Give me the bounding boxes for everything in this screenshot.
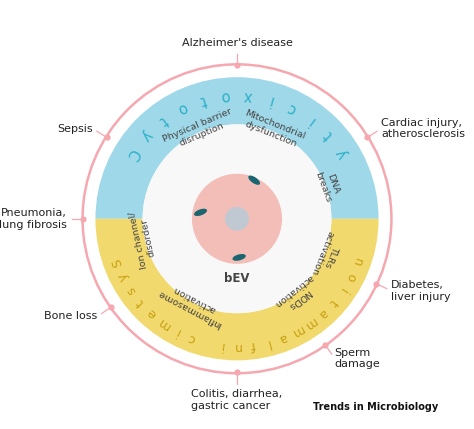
Text: i: i	[266, 92, 274, 108]
Text: m: m	[155, 314, 173, 332]
Text: NODs
activation: NODs activation	[272, 273, 321, 317]
Text: t: t	[199, 92, 208, 108]
Text: DNA
breaks: DNA breaks	[313, 167, 342, 204]
Text: t: t	[327, 296, 339, 308]
Text: S: S	[110, 257, 125, 268]
Text: TLRs
activation: TLRs activation	[309, 230, 344, 281]
Text: Alzheimer's disease: Alzheimer's disease	[182, 39, 292, 48]
Text: C: C	[123, 145, 141, 162]
Text: e: e	[145, 306, 159, 321]
Text: Inflammasome
activation: Inflammasome activation	[156, 279, 228, 329]
Text: l: l	[264, 335, 271, 349]
Text: t: t	[156, 112, 170, 128]
Text: Mitochondrial
dysfunction: Mitochondrial dysfunction	[240, 108, 307, 150]
Ellipse shape	[194, 208, 207, 216]
Circle shape	[143, 124, 331, 313]
Text: Diabetes,
liver injury: Diabetes, liver injury	[392, 280, 451, 302]
Text: Ion channel/
disorder: Ion channel/ disorder	[127, 208, 158, 269]
Text: i: i	[173, 325, 182, 338]
Text: a: a	[277, 330, 289, 345]
Text: x: x	[243, 88, 253, 104]
Text: bEV: bEV	[224, 272, 250, 285]
Text: Sperm
damage: Sperm damage	[335, 347, 381, 369]
Text: Trends in Microbiology: Trends in Microbiology	[313, 402, 438, 412]
Text: t: t	[135, 296, 147, 308]
Text: Sepsis: Sepsis	[57, 124, 92, 133]
Text: f: f	[249, 338, 255, 352]
Text: o: o	[175, 100, 190, 117]
Ellipse shape	[248, 175, 260, 185]
Text: n: n	[233, 340, 241, 353]
Text: o: o	[343, 270, 358, 283]
Text: o: o	[220, 88, 231, 104]
Text: m: m	[301, 314, 319, 332]
Text: c: c	[186, 330, 197, 345]
Text: y: y	[137, 127, 155, 144]
Text: y: y	[116, 270, 131, 283]
Text: Pneumonia,
lung fibrosis: Pneumonia, lung fibrosis	[0, 208, 67, 230]
Ellipse shape	[232, 254, 246, 261]
Text: m: m	[288, 323, 305, 340]
Text: i: i	[336, 285, 349, 295]
Text: a: a	[315, 306, 329, 321]
Text: i: i	[219, 338, 224, 352]
Text: i: i	[305, 113, 317, 127]
Text: Physical barrier
disruption: Physical barrier disruption	[162, 106, 237, 153]
Wedge shape	[95, 77, 379, 219]
Text: t: t	[320, 128, 335, 142]
Text: n: n	[349, 257, 364, 268]
Text: c: c	[285, 100, 299, 117]
Text: Cardiac injury,
atherosclerosis: Cardiac injury, atherosclerosis	[382, 118, 465, 139]
Text: y: y	[333, 146, 350, 161]
Text: Bone loss: Bone loss	[44, 311, 98, 321]
Circle shape	[192, 174, 282, 264]
Circle shape	[225, 207, 249, 231]
Text: s: s	[124, 284, 138, 296]
Wedge shape	[95, 219, 379, 360]
Text: Colitis, diarrhea,
gastric cancer: Colitis, diarrhea, gastric cancer	[191, 389, 283, 411]
